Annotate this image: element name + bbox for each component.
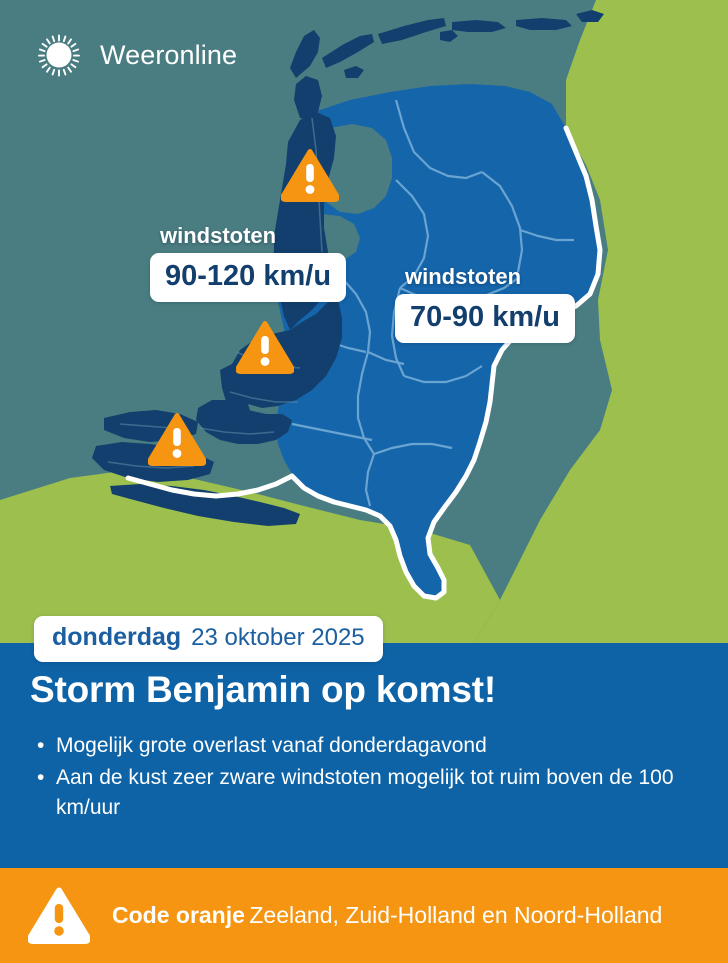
warning-triangle-zeeland — [148, 413, 206, 466]
netherlands-map: Weeronline windstoten 90-120 km/u windst… — [0, 0, 728, 650]
wadden-schiermonnikoog — [516, 18, 572, 30]
wadden-texel — [290, 30, 320, 78]
wadden-terschelling — [378, 18, 446, 44]
wind-label-inland-value: 70-90 km/u — [395, 294, 575, 344]
code-orange-footer: Code oranje Zeeland, Zuid-Holland en Noo… — [0, 868, 728, 963]
wadden-small-1 — [344, 66, 364, 78]
bullet-marker: • — [37, 734, 45, 757]
warning-triangle-icon — [28, 887, 90, 944]
footer-regions: Zeeland, Zuid-Holland en Noord-Holland — [249, 902, 663, 929]
date-badge-day: donderdag — [52, 623, 182, 651]
bullet-list: • Mogelijk grote overlast vanaf donderda… — [34, 731, 694, 824]
zuid-holland-coast-strip — [220, 364, 258, 444]
wind-label-inland: windstoten 70-90 km/u — [395, 264, 575, 344]
date-badge-date: 23 oktober 2025 — [191, 624, 365, 651]
wadden-small-3 — [576, 10, 604, 22]
map-svg — [0, 0, 728, 650]
list-item: • Aan de kust zeer zware windstoten moge… — [34, 763, 694, 823]
wind-label-coast: windstoten 90-120 km/u — [150, 223, 347, 303]
sun-icon — [38, 34, 80, 77]
date-badge: donderdag 23 oktober 2025 — [34, 616, 383, 662]
land-belgium — [0, 470, 500, 650]
list-item-text: Mogelijk grote overlast vanaf donderdaga… — [56, 734, 487, 757]
page-title: Storm Benjamin op komst! — [30, 669, 496, 710]
wadden-small-2 — [440, 30, 458, 42]
info-panel: Storm Benjamin op komst! • Mogelijk grot… — [0, 643, 728, 868]
warning-triangle-noord-holland — [281, 149, 339, 202]
list-item: • Mogelijk grote overlast vanaf donderda… — [34, 731, 694, 761]
brand-name: Weeronline — [100, 39, 238, 70]
list-item-text: Aan de kust zeer zware windstoten mogeli… — [56, 765, 674, 819]
wind-label-coast-value: 90-120 km/u — [150, 253, 347, 303]
land-germany — [470, 0, 728, 650]
wadden-vlieland — [322, 34, 374, 68]
province-zuid-holland — [232, 288, 342, 408]
zeeland-island-zeeuws-vlaanderen — [110, 484, 300, 526]
bullet-marker: • — [37, 765, 45, 789]
wind-label-coast-caption: windstoten — [160, 223, 277, 248]
country-border — [125, 125, 603, 601]
brand-logo: Weeronline — [34, 30, 237, 80]
warning-triangle-zuid-holland — [236, 321, 294, 374]
north-holland-head — [294, 76, 322, 120]
wadden-ameland — [452, 20, 506, 32]
wind-label-inland-caption: windstoten — [405, 264, 522, 289]
status-badge: Code oranje — [112, 902, 245, 929]
footer-text: Code oranje Zeeland, Zuid-Holland en Noo… — [112, 901, 662, 930]
